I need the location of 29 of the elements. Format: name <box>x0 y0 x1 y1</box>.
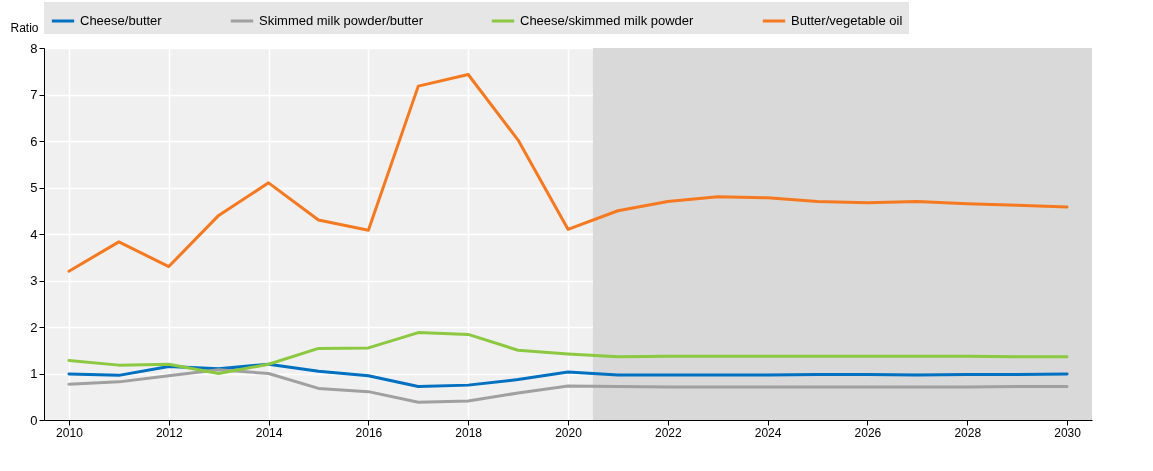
x-tick-label: 2012 <box>155 425 183 440</box>
y-tick-label: 5 <box>30 180 38 195</box>
x-tick-label: 2026 <box>854 425 882 440</box>
y-tick-label: 8 <box>30 40 38 56</box>
legend-label: Skimmed milk powder/butter <box>259 13 424 28</box>
line-series <box>67 73 1069 273</box>
legend-label: Cheese/skimmed milk powder <box>520 13 695 28</box>
y-tick-label: 7 <box>30 87 38 102</box>
x-tick-label: 2014 <box>255 425 283 440</box>
line-series <box>67 331 1069 375</box>
legend-label: Cheese/butter <box>80 13 163 28</box>
line-series <box>67 362 1069 389</box>
y-axis-title: Ratio <box>10 20 39 35</box>
legend-label: Butter/vegetable oil <box>791 13 903 28</box>
line-series <box>67 368 1069 404</box>
y-tick-label: 3 <box>30 273 38 288</box>
y-tick-label: 6 <box>30 133 38 149</box>
y-tick-label: 4 <box>30 226 38 242</box>
x-tick-label: 2028 <box>954 425 982 440</box>
x-tick-label: 2020 <box>555 425 583 440</box>
x-tick-label: 2024 <box>754 425 782 440</box>
y-tick-label: 1 <box>30 366 38 381</box>
x-tick-label: 2010 <box>56 425 84 440</box>
x-tick-label: 2016 <box>355 425 383 440</box>
y-tick-label: 0 <box>30 412 38 428</box>
x-tick-label: 2022 <box>654 425 682 440</box>
x-tick-label: 2030 <box>1054 425 1082 440</box>
y-tick-label: 2 <box>30 319 38 335</box>
x-tick-label: 2018 <box>455 425 483 440</box>
